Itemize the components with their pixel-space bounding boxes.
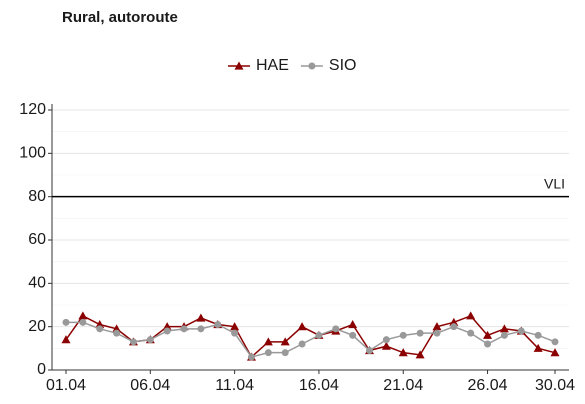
data-point (197, 325, 205, 333)
x-tick-label: 01.04 (46, 377, 86, 394)
legend-marker (308, 62, 316, 70)
data-point (550, 348, 560, 357)
series-line (65, 314, 556, 359)
reference-label: VLI (544, 175, 565, 191)
data-point (484, 340, 492, 348)
data-point (450, 323, 458, 331)
y-tick-label: 120 (19, 101, 46, 118)
data-point (534, 331, 542, 339)
data-point (466, 311, 476, 320)
data-point (79, 318, 87, 326)
data-point (381, 341, 391, 350)
data-point (398, 348, 408, 357)
legend-label: HAE (256, 57, 289, 74)
data-point (399, 331, 407, 339)
x-tick-label: 26.04 (468, 377, 508, 394)
data-point (366, 347, 374, 354)
y-tick-label: 80 (28, 188, 46, 205)
data-point (180, 325, 188, 333)
data-point (113, 329, 121, 337)
legend-label: SIO (329, 57, 357, 74)
data-point (349, 331, 357, 339)
data-point (449, 317, 459, 326)
data-point (416, 329, 424, 337)
data-point (247, 353, 255, 361)
y-tick-label: 0 (37, 361, 46, 378)
data-point (533, 343, 543, 352)
data-point (163, 327, 171, 335)
y-tick-label: 60 (28, 231, 46, 248)
data-point (433, 329, 441, 337)
data-point (297, 322, 307, 331)
y-tick-label: 40 (28, 275, 46, 292)
data-point (162, 322, 172, 331)
data-point (61, 335, 71, 344)
chart-title: Rural, autoroute (62, 9, 178, 26)
data-point (467, 329, 475, 337)
data-point (214, 321, 222, 328)
x-tick-label: 21.04 (383, 377, 423, 394)
data-point (500, 331, 508, 339)
y-tick-label: 100 (19, 145, 46, 162)
data-point (280, 337, 290, 346)
x-tick-label: 06.04 (130, 377, 170, 394)
data-point (517, 327, 525, 335)
legend-marker (234, 61, 244, 70)
data-point (382, 336, 390, 344)
data-point (146, 336, 154, 344)
data-point (96, 325, 104, 333)
data-point (415, 350, 425, 359)
data-point (230, 322, 240, 331)
data-point (78, 311, 88, 320)
data-point (95, 320, 105, 329)
data-point (298, 340, 306, 348)
x-tick-label: 11.04 (215, 377, 254, 394)
data-point (281, 349, 289, 357)
data-point (315, 331, 323, 339)
x-tick-label: 16.04 (299, 377, 339, 394)
data-point (499, 324, 509, 333)
data-point (129, 338, 137, 346)
data-point (332, 325, 340, 333)
data-point (62, 318, 70, 326)
data-point (551, 338, 559, 346)
data-point (231, 329, 239, 337)
y-tick-label: 20 (28, 318, 46, 335)
x-tick-label: 30.04 (535, 377, 575, 394)
data-point (348, 320, 358, 329)
data-point (264, 349, 272, 357)
data-point (483, 330, 493, 339)
data-point (432, 322, 442, 331)
data-point (196, 313, 206, 322)
data-point (263, 337, 273, 346)
data-point (112, 324, 122, 333)
